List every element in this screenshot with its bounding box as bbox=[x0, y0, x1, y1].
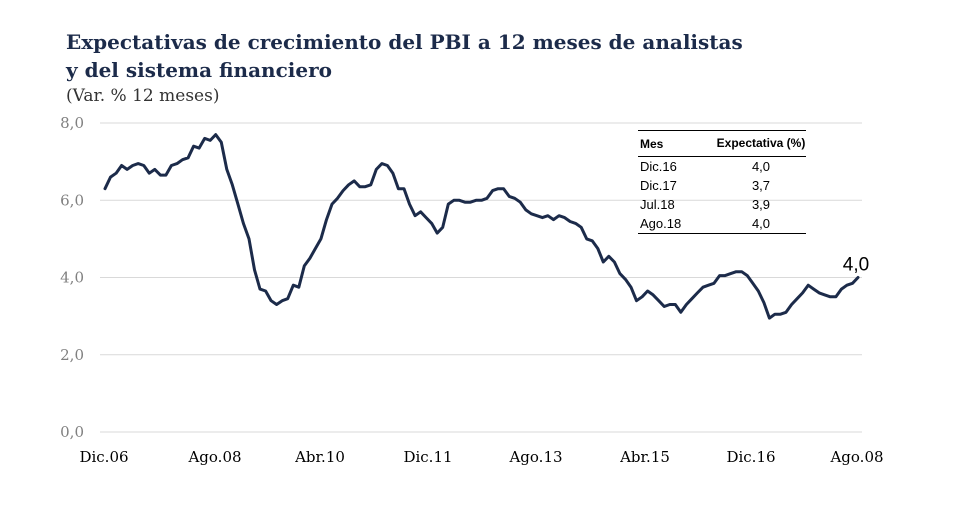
table-cell-mes: Dic.17 bbox=[640, 178, 677, 193]
table-cell-value: 4,0 bbox=[751, 216, 771, 231]
expectation-table: Mes Expectativa (%) Dic.16 4,0 Dic.17 3,… bbox=[638, 130, 806, 234]
table-header-expectativa: Expectativa (%) bbox=[716, 136, 806, 150]
y-tick-label: 2,0 bbox=[60, 346, 84, 364]
table-header-mes: Mes bbox=[640, 136, 664, 151]
x-tick-label: Ago.08 bbox=[829, 448, 883, 466]
table-cell-value: 4,0 bbox=[751, 159, 771, 174]
y-tick-label: 0,0 bbox=[60, 423, 84, 441]
table-row: Dic.16 4,0 bbox=[638, 157, 806, 177]
chart-title: Expectativas de crecimiento del PBI a 12… bbox=[66, 28, 743, 84]
x-tick-label: Abr.10 bbox=[294, 448, 345, 466]
table-cell-value: 3,7 bbox=[751, 178, 771, 193]
x-tick-label: Ago.08 bbox=[187, 448, 241, 466]
series-line bbox=[103, 133, 860, 320]
table-cell-value: 3,9 bbox=[751, 197, 771, 212]
table-cell-mes: Ago.18 bbox=[640, 216, 682, 231]
chart-title-line2: y del sistema financiero bbox=[66, 58, 332, 82]
table-row: Ago.18 4,0 bbox=[638, 214, 806, 234]
table-row: Jul.18 3,9 bbox=[638, 195, 806, 214]
chart-subtitle: (Var. % 12 meses) bbox=[66, 86, 220, 106]
table-cell-mes: Dic.16 bbox=[640, 159, 677, 174]
chart-title-line1: Expectativas de crecimiento del PBI a 12… bbox=[66, 30, 743, 54]
x-tick-label: Dic.16 bbox=[726, 448, 775, 466]
x-tick-label: Ago.13 bbox=[508, 448, 562, 466]
table-cell-mes: Jul.18 bbox=[640, 197, 675, 212]
end-value-label: 4,0 bbox=[843, 255, 869, 276]
table-row: Dic.17 3,7 bbox=[638, 176, 806, 195]
y-tick-label: 8,0 bbox=[60, 114, 84, 132]
table-header-row: Mes Expectativa (%) bbox=[638, 130, 806, 157]
x-tick-label: Abr.15 bbox=[619, 448, 670, 466]
x-tick-label: Dic.06 bbox=[79, 448, 128, 466]
x-tick-label: Dic.11 bbox=[403, 448, 452, 466]
y-tick-label: 6,0 bbox=[60, 191, 84, 209]
y-tick-label: 4,0 bbox=[60, 269, 84, 287]
